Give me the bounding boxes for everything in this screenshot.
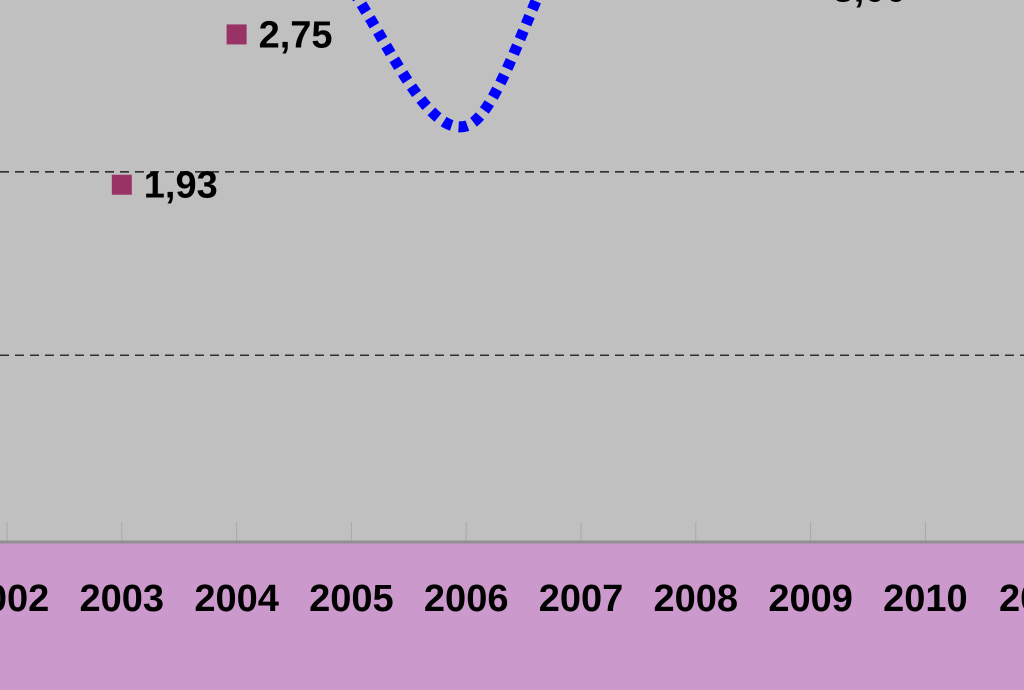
x-axis-band (0, 543, 1024, 690)
x-tick-label: 2002 (0, 578, 49, 620)
x-tick-label: 2011 (999, 578, 1024, 620)
x-tick-label: 2005 (309, 578, 394, 620)
x-tick-label: 2006 (424, 578, 509, 620)
data-point (111, 174, 132, 195)
data-label: 2,75 (259, 14, 333, 56)
x-tick-label: 2007 (539, 578, 624, 620)
x-tick-label: 2003 (80, 578, 165, 620)
series-line-dotted (352, 0, 543, 133)
data-label: 3,00 (833, 0, 907, 11)
plot-area (0, 0, 1024, 543)
x-tick-label: 2008 (654, 578, 739, 620)
x-tick-label: 2009 (768, 578, 853, 620)
data-point (226, 24, 247, 45)
x-tick-label: 2010 (883, 578, 968, 620)
x-tick-label: 2004 (194, 578, 279, 620)
data-label: 1,93 (144, 165, 218, 207)
